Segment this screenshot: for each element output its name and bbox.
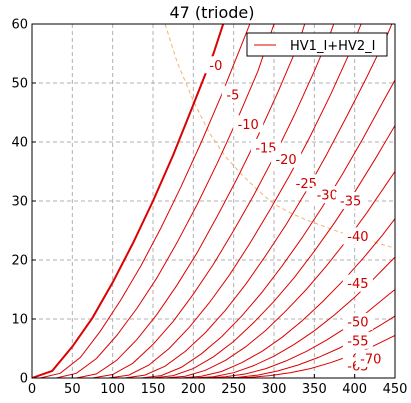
y-tick-label: 60: [11, 18, 28, 33]
x-tick-label: 50: [64, 382, 81, 397]
legend-box: [246, 32, 388, 57]
plate-curve-minus10: [56, 24, 275, 378]
plate-curve-minus30: [124, 24, 393, 378]
x-tick-label: 150: [141, 382, 166, 397]
x-tick-label: 300: [262, 382, 287, 397]
x-tick-label: 200: [181, 382, 206, 397]
curve-label-background: [355, 350, 386, 368]
curve-label: -70: [360, 353, 381, 368]
y-tick-label: 40: [11, 136, 28, 151]
curve-label: -25: [296, 177, 317, 192]
curve-label: -40: [347, 230, 368, 245]
curve-label-background: [335, 192, 366, 209]
y-tick-label: 10: [11, 313, 28, 328]
curve-label-background: [312, 186, 343, 204]
axis-ticks: 0 50 100 150 200 250 300 350 400 450 0 10 20 30 40 50 60: [11, 18, 407, 398]
x-tick-label: 250: [221, 382, 246, 397]
curve-label: -30: [317, 189, 338, 204]
curve-label-background: [204, 56, 227, 74]
legend-entry-hv1-hv2: HV1_I+HV2_I: [290, 39, 375, 54]
curve-label-background: [342, 312, 373, 330]
grid-voltage-labels: -0-5-10-15-20-25-30-35-40-45-50-55-60-65…: [204, 56, 386, 375]
curve-label: -10: [238, 118, 259, 133]
plate-curve-minus25: [108, 24, 362, 378]
x-tick-label: 100: [100, 382, 125, 397]
curve-label: -20: [275, 153, 296, 168]
plate-curve-minus20: [92, 24, 335, 378]
y-tick-label: 30: [11, 195, 28, 210]
plate-curve-minus60: [205, 289, 395, 378]
curve-label: -5: [226, 88, 239, 103]
curve-label-background: [271, 150, 302, 168]
x-tick-label: 450: [383, 382, 408, 397]
x-tick-label: 350: [302, 382, 327, 397]
chart-title: 47 (triode): [169, 3, 254, 22]
curve-label-background: [342, 227, 373, 245]
y-tick-label: 0: [20, 372, 28, 387]
curve-label-background: [233, 115, 264, 133]
curve-label: -55: [347, 334, 368, 349]
y-tick-label: 50: [11, 77, 28, 92]
plate-curve-minus45: [165, 171, 395, 378]
plate-curve-minus15: [76, 24, 306, 378]
x-tick-label: 400: [342, 382, 367, 397]
y-tick-label: 20: [11, 254, 28, 269]
curve-label: -35: [340, 195, 361, 210]
curve-label: -45: [347, 277, 368, 292]
plate-curves: [32, 24, 395, 378]
curve-label-background: [221, 85, 244, 103]
plate-curve-0: [32, 24, 225, 378]
curve-label-background: [342, 331, 373, 349]
x-tick-label: 0: [28, 382, 36, 397]
curve-label-background: [342, 274, 373, 292]
plate-curve-minus35: [140, 79, 395, 378]
curve-label: -50: [347, 315, 368, 330]
plate-curve-minus50: [181, 218, 395, 378]
legend: HV1_I+HV2_I: [246, 32, 388, 57]
curve-label: -0: [209, 59, 222, 74]
